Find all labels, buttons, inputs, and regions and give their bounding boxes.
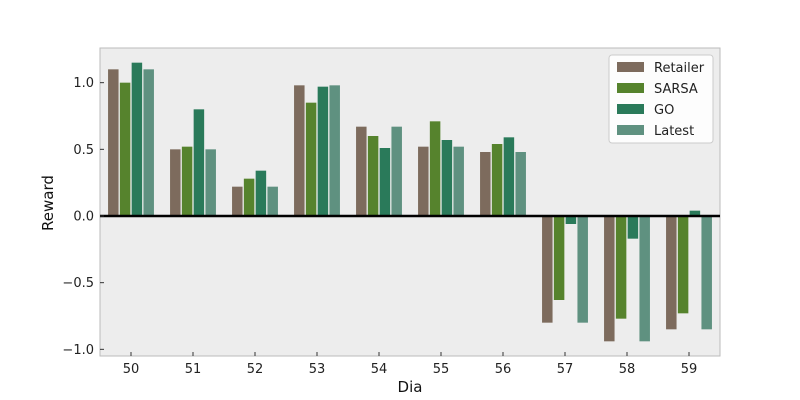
bar-sarsa-51 (181, 146, 193, 216)
bar-latest-58 (639, 216, 650, 342)
x-axis-label: Dia (398, 378, 423, 396)
x-tick-label-57: 57 (557, 362, 574, 377)
x-tick-label-50: 50 (123, 362, 140, 377)
legend-label-sarsa: SARSA (654, 82, 698, 97)
x-tick-label-58: 58 (619, 362, 636, 377)
legend-swatch-latest (617, 125, 644, 135)
bar-latest-54 (391, 126, 402, 216)
bar-sarsa-53 (305, 102, 317, 216)
bar-retailer-59 (666, 216, 677, 330)
bar-retailer-56 (480, 152, 491, 216)
bar-sarsa-59 (677, 216, 689, 314)
y-tick-label: 0.5 (73, 143, 94, 158)
bar-go-57 (565, 216, 577, 224)
x-tick-label-56: 56 (495, 362, 512, 377)
legend-label-latest: Latest (654, 124, 694, 139)
bar-latest-52 (267, 186, 278, 216)
bar-retailer-53 (294, 85, 305, 216)
y-axis-ticks: 1.0 0.5 0.0 −0.5 −1.0 (62, 76, 104, 358)
bar-go-51 (193, 109, 205, 216)
bar-retailer-55 (418, 146, 429, 216)
bar-latest-53 (329, 85, 340, 216)
bar-retailer-50 (108, 69, 119, 216)
bar-latest-55 (453, 146, 464, 216)
x-tick-label-51: 51 (185, 362, 202, 377)
bar-retailer-57 (542, 216, 553, 323)
bar-latest-56 (515, 152, 526, 216)
bar-go-59 (689, 210, 701, 216)
bar-go-52 (255, 170, 267, 216)
bar-sarsa-57 (553, 216, 565, 300)
x-axis-ticks: 50 51 52 53 54 55 56 57 58 59 (123, 352, 698, 377)
bar-go-55 (441, 140, 453, 216)
legend-swatch-retailer (617, 62, 644, 72)
y-tick-label: −0.5 (62, 276, 94, 291)
bar-retailer-51 (170, 149, 181, 216)
legend-swatch-go (617, 104, 644, 114)
bar-go-50 (131, 62, 143, 216)
y-tick-label: 1.0 (73, 76, 94, 91)
bar-sarsa-54 (367, 136, 379, 216)
bar-latest-57 (577, 216, 588, 323)
bars-group (108, 62, 712, 342)
bar-sarsa-52 (243, 178, 255, 216)
bar-retailer-52 (232, 186, 243, 216)
y-axis-label: Reward (39, 175, 57, 231)
bar-retailer-54 (356, 126, 367, 216)
legend-box (608, 54, 714, 144)
bar-go-58 (627, 216, 639, 239)
x-tick-label-53: 53 (309, 362, 326, 377)
y-tick-label: −1.0 (62, 343, 94, 358)
bar-go-56 (503, 137, 515, 216)
bar-latest-59 (701, 216, 712, 330)
bar-sarsa-56 (491, 144, 503, 216)
bar-go-53 (317, 86, 329, 216)
bar-go-54 (379, 148, 391, 216)
legend: Retailer SARSA GO Latest (608, 54, 714, 144)
y-tick-label: 0.0 (73, 210, 94, 225)
bar-sarsa-50 (119, 82, 131, 216)
bar-sarsa-55 (429, 121, 441, 216)
x-tick-label-52: 52 (247, 362, 264, 377)
x-tick-label-55: 55 (433, 362, 450, 377)
legend-label-retailer: Retailer (654, 61, 705, 76)
legend-swatch-sarsa (617, 83, 644, 93)
bar-latest-50 (143, 69, 154, 216)
bar-latest-51 (205, 149, 216, 216)
x-tick-label-54: 54 (371, 362, 388, 377)
bar-sarsa-58 (615, 216, 627, 319)
legend-label-go: GO (654, 103, 674, 118)
x-tick-label-59: 59 (681, 362, 698, 377)
bar-retailer-58 (604, 216, 615, 342)
